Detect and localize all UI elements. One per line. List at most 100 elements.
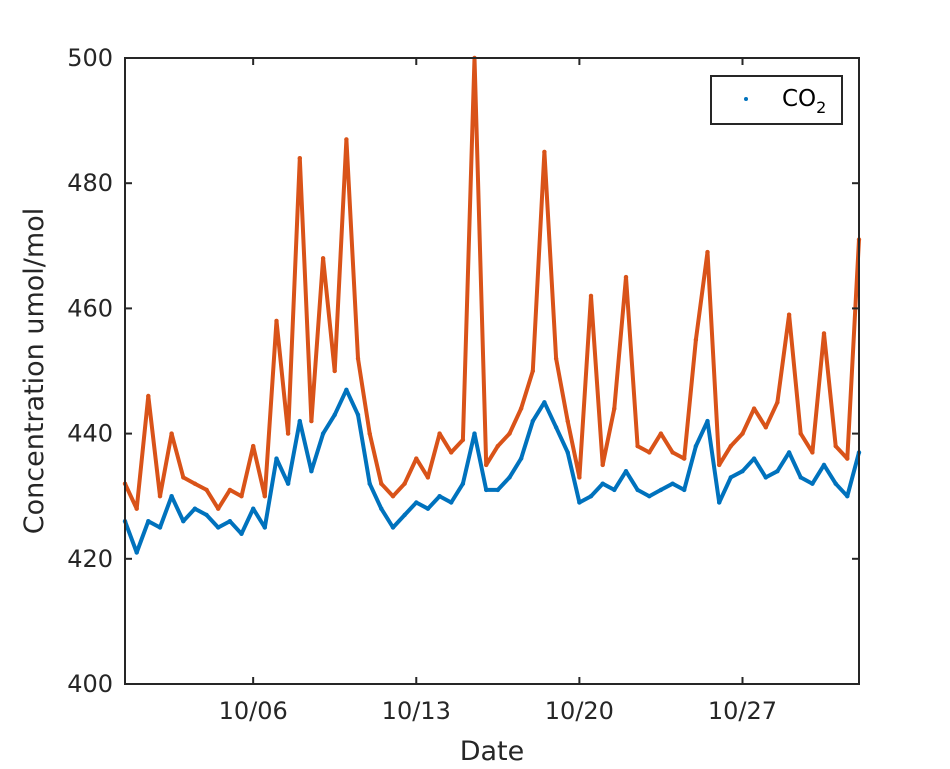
- series-1-point: [588, 494, 594, 499]
- series-1-point: [623, 469, 629, 474]
- series-1-point: [577, 500, 582, 505]
- legend: CO2: [710, 75, 843, 125]
- series-2-point: [751, 406, 757, 411]
- series-2-point: [577, 475, 582, 480]
- series-2-point: [658, 431, 664, 436]
- y-tick-label: 420: [67, 545, 113, 573]
- y-tick-label: 460: [67, 294, 113, 322]
- legend-label-main: CO: [782, 86, 816, 112]
- series-2-point: [449, 450, 454, 455]
- series-2-point: [600, 462, 605, 468]
- series-2-point: [635, 443, 640, 449]
- series-2-point: [332, 368, 337, 374]
- series-2-point: [134, 506, 139, 511]
- y-tick-label: 480: [67, 169, 113, 197]
- series-1-trace: [123, 387, 861, 555]
- series-1-point: [297, 418, 302, 424]
- series-2-point: [623, 274, 629, 280]
- series-2-point: [402, 481, 407, 486]
- series-1-point: [670, 481, 675, 486]
- series-1-point: [449, 500, 454, 505]
- series-2-point: [192, 481, 198, 486]
- series-1-point: [600, 481, 605, 486]
- series-2-point: [786, 312, 792, 317]
- series-2-point: [425, 475, 431, 480]
- series-2-point: [717, 462, 722, 468]
- series-2-point: [309, 418, 314, 424]
- series-1-point: [775, 469, 780, 474]
- series-2-point: [682, 456, 687, 461]
- y-axis-title: Concentration umol/mol: [19, 208, 50, 534]
- series-2-point: [845, 456, 850, 461]
- y-tick-label: 400: [67, 670, 113, 698]
- x-axis-title: Date: [460, 736, 525, 767]
- series-1-point: [344, 387, 349, 392]
- series-2-point: [181, 475, 186, 480]
- series-1-point: [472, 431, 477, 436]
- series-1-point: [728, 475, 733, 480]
- series-1-point: [379, 506, 384, 511]
- series-1-point: [647, 494, 652, 499]
- series-2-point: [460, 437, 466, 443]
- series-1-point: [507, 475, 512, 480]
- series-1-point: [390, 525, 396, 530]
- series-1-point: [146, 519, 151, 524]
- series-1-point: [740, 469, 745, 474]
- x-tick-label: 10/06: [219, 697, 288, 725]
- series-1-point: [181, 519, 186, 524]
- series-2-point: [775, 400, 780, 405]
- series-2-point: [833, 443, 838, 449]
- series-1-point: [355, 412, 361, 417]
- series-1-point: [565, 450, 570, 455]
- series-2-point: [542, 149, 547, 155]
- series-2-point: [274, 318, 279, 324]
- series-1-point: [460, 481, 466, 486]
- series-1-point: [518, 456, 524, 461]
- series-1-point: [693, 443, 699, 449]
- series-1-point: [658, 487, 664, 493]
- x-tick-label: 10/13: [382, 697, 451, 725]
- legend-box: [710, 75, 843, 125]
- series-2-point: [355, 356, 361, 361]
- series-1-point: [705, 418, 710, 424]
- series-1: [122, 387, 862, 555]
- series-2-point: [810, 450, 815, 455]
- series-2-point: [670, 450, 675, 455]
- series-1-point: [169, 494, 174, 499]
- series-1-point: [495, 487, 500, 493]
- series-1-point: [332, 412, 337, 417]
- series-2-point: [320, 256, 326, 261]
- series-1-point: [542, 400, 547, 405]
- series-2-point: [565, 418, 570, 424]
- series-1-point: [833, 481, 838, 486]
- series-2-point: [495, 443, 500, 449]
- plot-area: [125, 58, 859, 684]
- series-1-point: [612, 487, 617, 493]
- series-2-point: [437, 431, 442, 436]
- series-1-point: [553, 425, 559, 430]
- series-1-point: [134, 550, 139, 555]
- series-1-point: [530, 418, 535, 424]
- series-2-point: [705, 249, 710, 255]
- y-tick-label: 440: [67, 420, 113, 448]
- series-1-point: [810, 481, 815, 486]
- series-2-point: [227, 487, 233, 493]
- series-1-point: [251, 506, 256, 511]
- series-1-point: [751, 456, 757, 461]
- series-2-point: [763, 425, 768, 430]
- series-1-point: [425, 506, 431, 511]
- series-2-point: [262, 494, 267, 499]
- legend-label: CO2: [782, 86, 826, 117]
- series-1-point: [204, 512, 209, 518]
- series-2-point: [204, 487, 209, 493]
- series-2-point: [693, 337, 699, 342]
- series-2-point: [647, 450, 652, 455]
- series-1-point: [437, 494, 442, 499]
- series-2-trace: [123, 56, 861, 511]
- series-2-point: [146, 393, 151, 399]
- x-tick-label: 10/27: [708, 697, 777, 725]
- x-tick-label: 10/20: [545, 697, 614, 725]
- series-1-point: [309, 469, 314, 474]
- series-2-point: [169, 431, 174, 436]
- series-2-point: [285, 431, 291, 436]
